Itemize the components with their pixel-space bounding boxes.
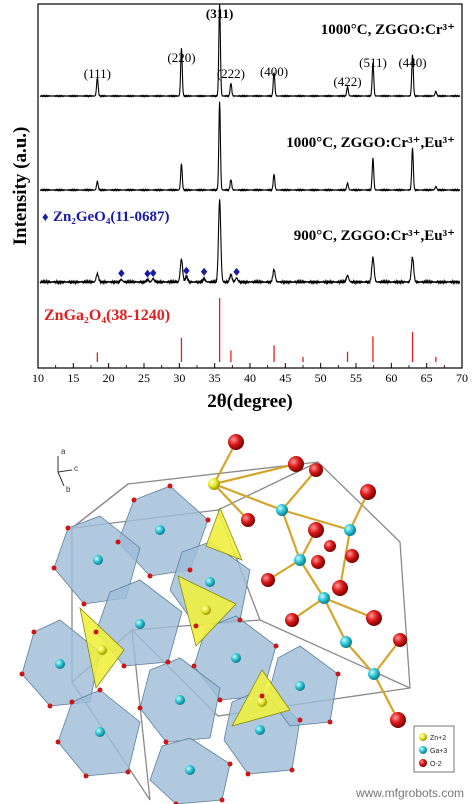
x-axis-ticks: 10 15 20 25 30 35 40 45 50 55 60 65 70 [32,363,468,385]
o-legend-icon [419,759,427,767]
x-tick-label-10: 10 [32,371,44,385]
reference-label: ZnGa₂O₄(38-1240) [44,307,170,324]
axis-c-label: c [74,464,78,473]
x-tick-label-70: 70 [456,371,468,385]
xrd-curve-3 [39,199,461,286]
peak-label-440: (440) [398,55,426,70]
impurity-marker-33.5 [200,267,208,276]
x-tick-label-40: 40 [244,371,256,385]
xrd-chart: 10 15 20 25 30 35 40 45 50 55 60 65 70 (111) (220) (31… [10,3,468,412]
xrd-curve-2 [39,101,461,193]
peak-label-220: (220) [167,50,195,65]
x-tick-label-50: 50 [315,371,327,385]
peak-label-311: (311) [206,6,233,21]
xrd-curves [39,3,461,286]
zn-legend-label: Zn+2 [430,735,446,742]
impurity-markers [118,266,240,278]
impurity-marker-38.1 [233,267,240,276]
ga-legend-icon [419,746,427,754]
peak-label-422: (422) [333,74,361,89]
peak-label-511: (511) [359,55,387,70]
ga-legend-label: Ga+3 [430,748,447,755]
x-tick-label-15: 15 [67,371,79,385]
zn-atoms [97,478,267,707]
x-tick-label-55: 55 [350,371,362,385]
x-tick-label-30: 30 [173,371,185,385]
axis-b-label: b [66,485,71,494]
o-legend-label: O-2 [430,761,442,768]
impurity-marker-21.8 [118,269,125,278]
peak-label-400: (400) [260,64,288,79]
x-tick-label-65: 65 [421,371,433,385]
x-tick-label-35: 35 [209,371,221,385]
series-label-3: 900°C, ZGGO:Cr³⁺,Eu³⁺ [294,228,455,244]
impurity-legend-marker: ♦ [42,209,49,224]
xrd-curve-1 [39,3,461,98]
reference-lines [96,298,437,362]
impurity-marker-26.3 [149,269,157,278]
axis-triad: a c b [57,447,78,494]
peak-label-222: (222) [217,66,245,81]
impurity-legend: ♦ Zn₂GeO₄(11-0687) [42,209,170,225]
series-label-2: 1000°C, ZGGO:Cr³⁺,Eu³⁺ [286,135,455,151]
impurity-marker-31 [183,266,190,275]
impurity-legend-label: Zn₂GeO₄(11-0687) [53,209,170,225]
ga-atoms [55,525,305,775]
o-atoms [228,434,407,728]
crystal-structure: a c b Zn+2 Ga+3 O-2 [19,434,455,804]
series-label-1: 1000°C, ZGGO:Cr³⁺ [321,22,455,38]
x-tick-label-25: 25 [138,371,150,385]
y-axis-label: Intensity (a.u.) [10,127,31,246]
atom-legend: Zn+2 Ga+3 O-2 [413,725,455,773]
bond-network [213,441,401,721]
zn-legend-icon [419,733,427,741]
x-tick-label-60: 60 [385,371,397,385]
ga-atoms-bonded [276,504,380,680]
x-tick-label-45: 45 [279,371,291,385]
impurity-marker-25.5 [144,269,151,278]
peak-label-111: (111) [84,66,111,81]
x-axis-label: 2θ(degree) [207,391,293,412]
watermark: www.mfgrobots.com [355,786,464,800]
x-tick-label-20: 20 [103,371,115,385]
o-atoms-small [19,483,341,804]
axis-a-label: a [61,447,66,456]
peak-labels: (111) (220) (311) (222) (400) (422) (511) (440) [84,6,427,89]
